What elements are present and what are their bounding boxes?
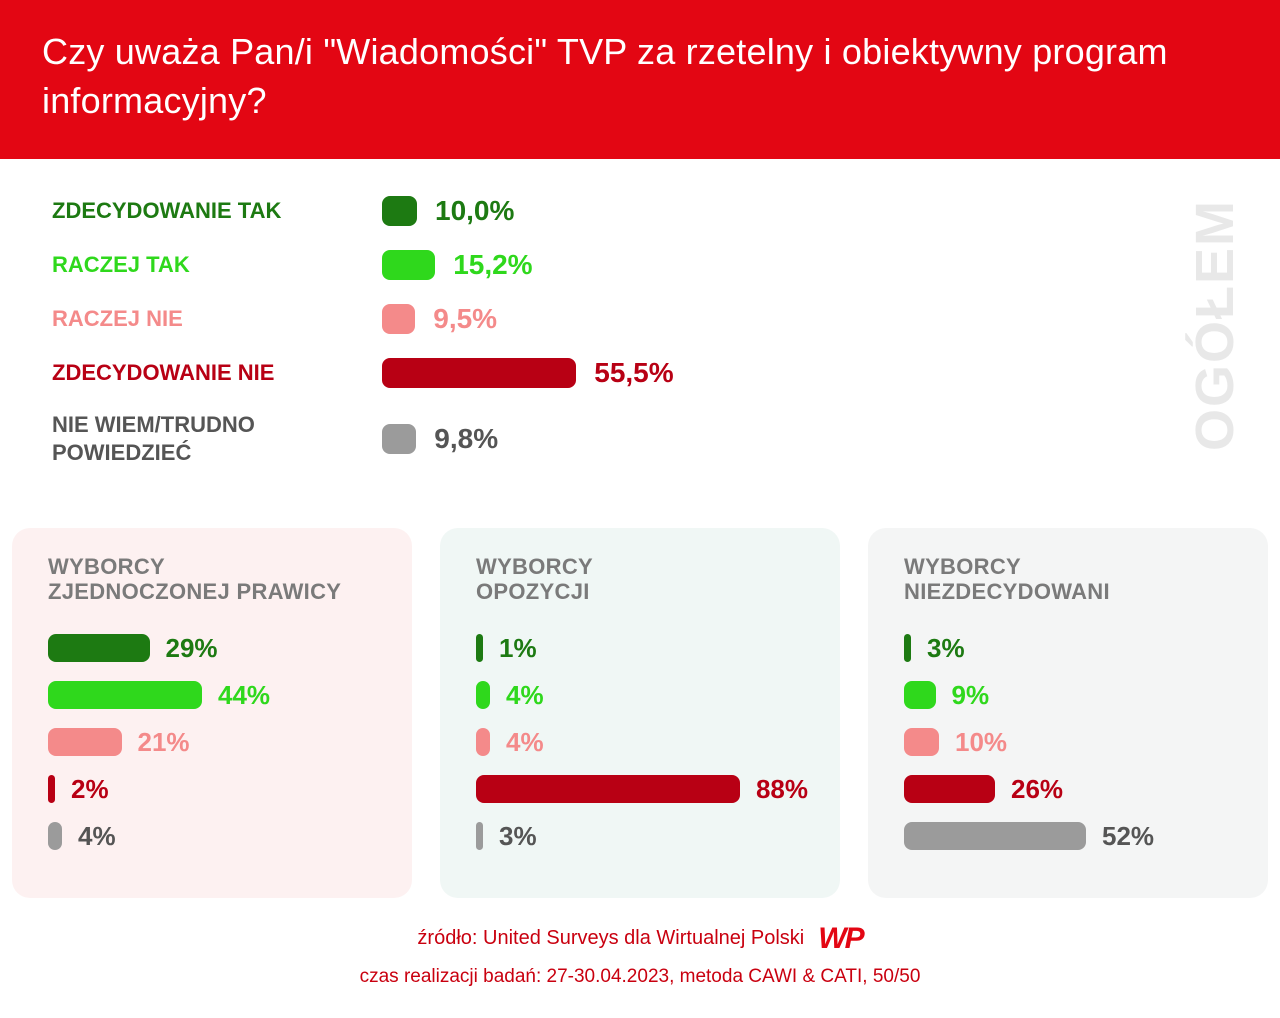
panel-row: 1%	[476, 633, 808, 664]
panel-row: 10%	[904, 727, 1236, 758]
panel-value: 3%	[499, 821, 537, 852]
panel-row: 2%	[48, 774, 380, 805]
overall-label: ZDECYDOWANIE TAK	[52, 197, 382, 225]
footer-method: czas realizacji badań: 27-30.04.2023, me…	[0, 966, 1280, 988]
panel-value: 9%	[952, 680, 990, 711]
overall-bar	[382, 196, 417, 226]
panel-value: 2%	[71, 774, 109, 805]
panel-title: WYBORCYNIEZDECYDOWANI	[904, 554, 1236, 605]
panel-value: 29%	[166, 633, 218, 664]
panel-row: 88%	[476, 774, 808, 805]
overall-bar	[382, 304, 415, 334]
overall-value: 55,5%	[594, 357, 673, 389]
panel-row: 29%	[48, 633, 380, 664]
panel-row: 26%	[904, 774, 1236, 805]
panel-value: 4%	[506, 680, 544, 711]
footer-source: źródło: United Surveys dla Wirtualnej Po…	[417, 927, 804, 950]
panel-bar	[476, 775, 740, 803]
panel-bar	[476, 681, 490, 709]
overall-value: 9,5%	[433, 303, 497, 335]
panel-value: 1%	[499, 633, 537, 664]
panel-bar	[48, 634, 150, 662]
panel-row: 52%	[904, 821, 1236, 852]
overall-bar	[382, 250, 435, 280]
side-label-overall: OGÓŁEM	[1184, 199, 1246, 451]
footer: źródło: United Surveys dla Wirtualnej Po…	[0, 898, 1280, 1018]
panel-bar	[904, 728, 939, 756]
overall-value: 10,0%	[435, 195, 514, 227]
panel-value: 10%	[955, 727, 1007, 758]
survey-title: Czy uważa Pan/i "Wiadomości" TVP za rzet…	[42, 28, 1238, 125]
panel-bar	[904, 775, 995, 803]
overall-bar	[382, 358, 576, 388]
panel-bar	[48, 728, 122, 756]
panel-value: 4%	[78, 821, 116, 852]
panel-bar	[904, 822, 1086, 850]
panel-row: 4%	[476, 680, 808, 711]
overall-label: NIE WIEM/TRUDNO POWIEDZIEĆ	[52, 411, 382, 466]
overall-row: RACZEJ NIE 9,5%	[52, 303, 1238, 335]
overall-value: 9,8%	[434, 423, 498, 455]
panel-value: 44%	[218, 680, 270, 711]
panel-bar	[476, 728, 490, 756]
panel-value: 3%	[927, 633, 965, 664]
panel-value: 21%	[138, 727, 190, 758]
overall-section: OGÓŁEM ZDECYDOWANIE TAK 10,0% RACZEJ TAK 15…	[0, 159, 1280, 528]
panel-row: 44%	[48, 680, 380, 711]
panel-bar	[48, 822, 62, 850]
panel-value: 26%	[1011, 774, 1063, 805]
overall-bar-wrap: 55,5%	[382, 357, 674, 389]
overall-value: 15,2%	[453, 249, 532, 281]
overall-bar-wrap: 10,0%	[382, 195, 514, 227]
panel-row: 21%	[48, 727, 380, 758]
panel-title: WYBORCYOPOZYCJI	[476, 554, 808, 605]
panel-bar	[904, 634, 911, 662]
panel-title: WYBORCYZJEDNOCZONEJ PRAWICY	[48, 554, 380, 605]
panel-row: 3%	[476, 821, 808, 852]
panel-bar	[476, 634, 483, 662]
wp-logo: WP	[818, 922, 862, 956]
panel-row: 4%	[476, 727, 808, 758]
panel-row: 9%	[904, 680, 1236, 711]
overall-bar	[382, 424, 416, 454]
overall-label: RACZEJ TAK	[52, 251, 382, 279]
panel-bar	[476, 822, 483, 850]
panels-container: WYBORCYZJEDNOCZONEJ PRAWICY 29%44% 21% 2% 4%…	[0, 528, 1280, 898]
panel: WYBORCYNIEZDECYDOWANI 3% 9% 10%26% 52%	[868, 528, 1268, 898]
panel-value: 4%	[506, 727, 544, 758]
panel-row: 4%	[48, 821, 380, 852]
panel-bar	[48, 775, 55, 803]
overall-bar-wrap: 9,8%	[382, 423, 498, 455]
panel: WYBORCYZJEDNOCZONEJ PRAWICY 29%44% 21% 2% 4%	[12, 528, 412, 898]
panel-bar	[904, 681, 936, 709]
overall-row: RACZEJ TAK 15,2%	[52, 249, 1238, 281]
overall-row: NIE WIEM/TRUDNO POWIEDZIEĆ 9,8%	[52, 411, 1238, 466]
overall-bar-wrap: 9,5%	[382, 303, 497, 335]
panel-value: 88%	[756, 774, 808, 805]
overall-label: RACZEJ NIE	[52, 305, 382, 333]
overall-row: ZDECYDOWANIE NIE 55,5%	[52, 357, 1238, 389]
header: Czy uważa Pan/i "Wiadomości" TVP za rzet…	[0, 0, 1280, 159]
overall-label: ZDECYDOWANIE NIE	[52, 359, 382, 387]
overall-row: ZDECYDOWANIE TAK 10,0%	[52, 195, 1238, 227]
panel-value: 52%	[1102, 821, 1154, 852]
panel-row: 3%	[904, 633, 1236, 664]
overall-bar-wrap: 15,2%	[382, 249, 533, 281]
panel: WYBORCYOPOZYCJI 1% 4% 4% 88% 3%	[440, 528, 840, 898]
panel-bar	[48, 681, 202, 709]
